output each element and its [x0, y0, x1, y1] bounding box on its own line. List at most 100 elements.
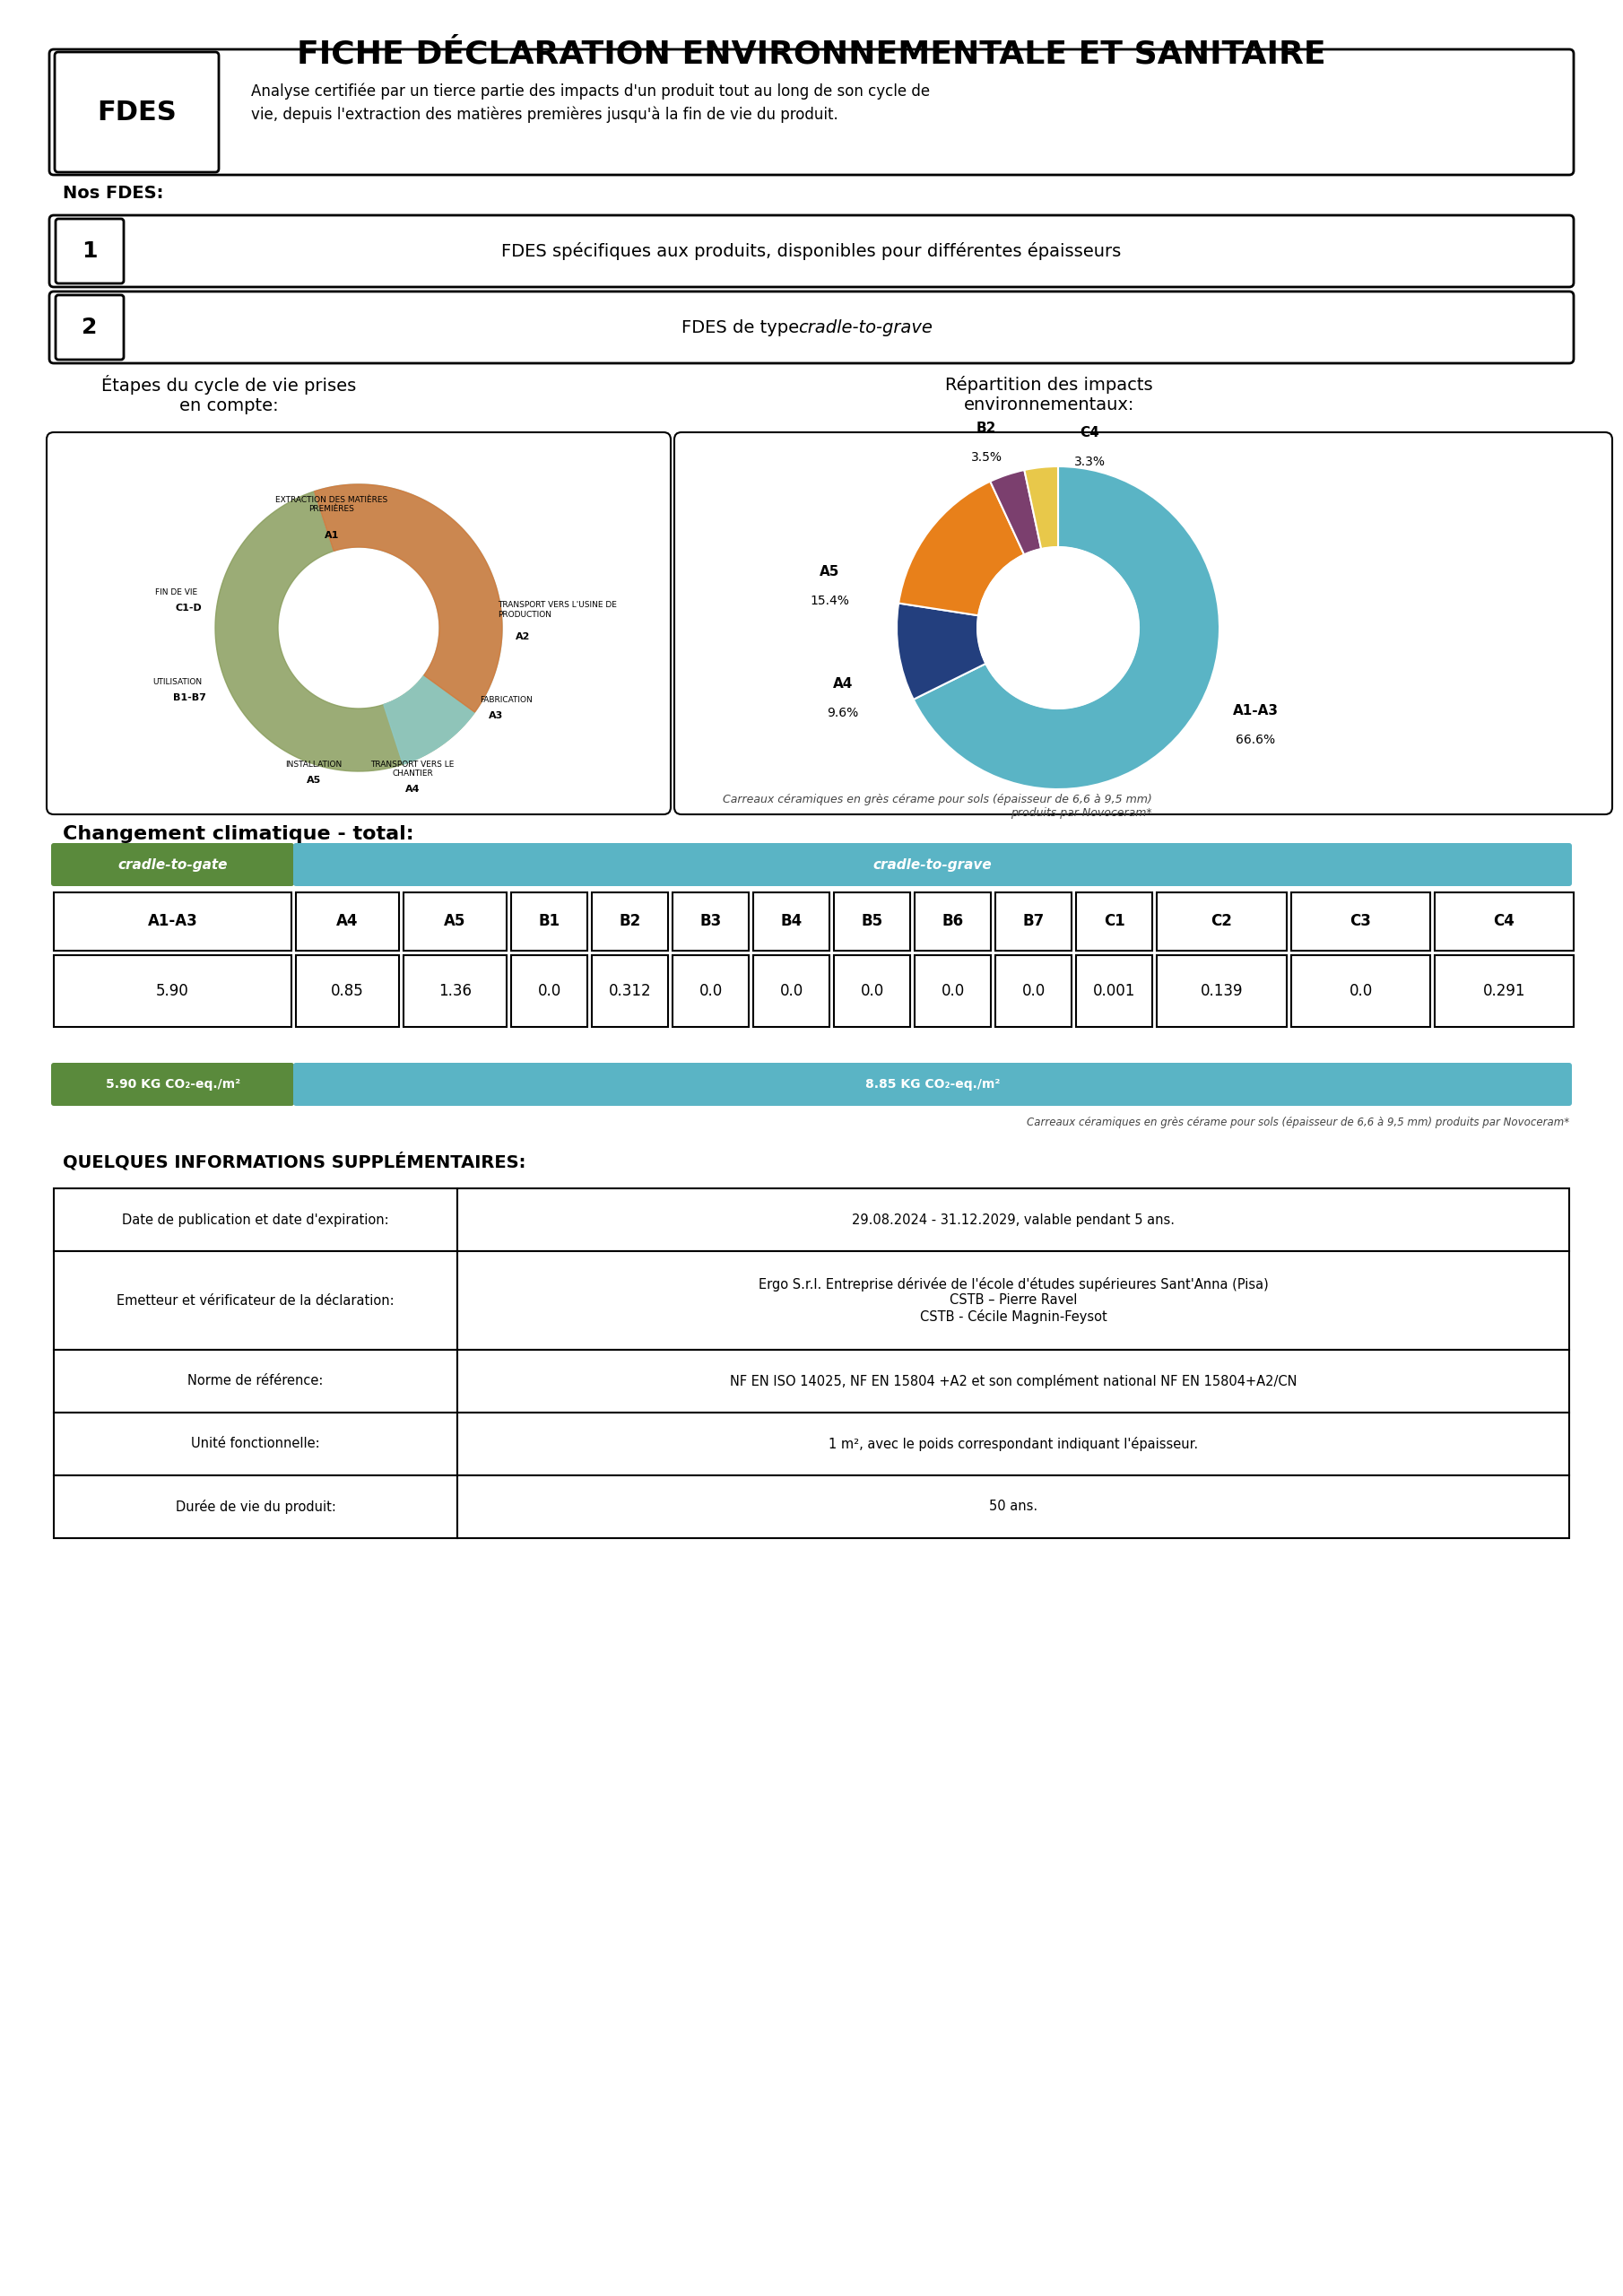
Text: A4: A4	[336, 914, 359, 930]
FancyBboxPatch shape	[54, 1189, 458, 1251]
FancyBboxPatch shape	[753, 955, 829, 1026]
Text: Date de publication et date d'expiration:: Date de publication et date d'expiration…	[122, 1212, 390, 1226]
Text: FICHE DÉCLARATION ENVIRONNEMENTALE ET SANITAIRE: FICHE DÉCLARATION ENVIRONNEMENTALE ET SA…	[297, 39, 1326, 69]
FancyBboxPatch shape	[458, 1350, 1569, 1412]
FancyBboxPatch shape	[295, 893, 399, 951]
FancyBboxPatch shape	[458, 1412, 1569, 1476]
Text: Norme de référence:: Norme de référence:	[188, 1375, 323, 1387]
FancyBboxPatch shape	[1076, 955, 1152, 1026]
Text: QUELQUES INFORMATIONS SUPPLÉMENTAIRES:: QUELQUES INFORMATIONS SUPPLÉMENTAIRES:	[63, 1153, 526, 1171]
Text: 50 ans.: 50 ans.	[988, 1499, 1037, 1513]
FancyBboxPatch shape	[295, 955, 399, 1026]
Text: 5.90 KG CO₂-eq./m²: 5.90 KG CO₂-eq./m²	[105, 1079, 240, 1091]
Text: B4: B4	[781, 914, 802, 930]
Text: UTILISATION: UTILISATION	[153, 677, 201, 687]
Text: B1-B7: B1-B7	[174, 693, 206, 703]
Text: cradle-to-gate: cradle-to-gate	[118, 859, 227, 870]
Text: 3.5%: 3.5%	[971, 450, 1001, 464]
FancyBboxPatch shape	[458, 1476, 1569, 1538]
Text: 0.0: 0.0	[1021, 983, 1045, 999]
FancyBboxPatch shape	[1292, 955, 1430, 1026]
Text: 0.001: 0.001	[1092, 983, 1136, 999]
Text: 0.0: 0.0	[700, 983, 722, 999]
Text: 0.0: 0.0	[1349, 983, 1373, 999]
Text: Répartition des impacts
environnementaux:: Répartition des impacts environnementaux…	[945, 377, 1152, 413]
Text: 66.6%: 66.6%	[1235, 735, 1276, 746]
Text: 2: 2	[81, 317, 97, 338]
Text: 0.312: 0.312	[609, 983, 651, 999]
Text: TRANSPORT VERS L'USINE DE
PRODUCTION: TRANSPORT VERS L'USINE DE PRODUCTION	[498, 602, 617, 618]
Text: FABRICATION: FABRICATION	[480, 696, 532, 703]
FancyBboxPatch shape	[55, 296, 123, 360]
FancyBboxPatch shape	[55, 53, 219, 172]
FancyBboxPatch shape	[54, 1251, 458, 1350]
FancyBboxPatch shape	[54, 1412, 458, 1476]
FancyBboxPatch shape	[592, 893, 669, 951]
FancyBboxPatch shape	[834, 893, 911, 951]
FancyBboxPatch shape	[47, 432, 670, 815]
Text: B3: B3	[700, 914, 722, 930]
Text: 0.139: 0.139	[1201, 983, 1243, 999]
FancyBboxPatch shape	[54, 1476, 458, 1538]
FancyBboxPatch shape	[458, 1251, 1569, 1350]
Text: C3: C3	[1350, 914, 1371, 930]
FancyBboxPatch shape	[1292, 893, 1430, 951]
Text: 8.85 KG CO₂-eq./m²: 8.85 KG CO₂-eq./m²	[865, 1079, 1000, 1091]
FancyBboxPatch shape	[834, 955, 911, 1026]
Text: Emetteur et vérificateur de la déclaration:: Emetteur et vérificateur de la déclarati…	[117, 1293, 394, 1306]
Text: 0.0: 0.0	[941, 983, 964, 999]
Text: A1-A3: A1-A3	[1232, 705, 1279, 716]
FancyBboxPatch shape	[672, 955, 748, 1026]
Text: 0.0: 0.0	[860, 983, 885, 999]
FancyBboxPatch shape	[1157, 893, 1287, 951]
Text: A4: A4	[406, 785, 420, 794]
Text: FDES spécifiques aux produits, disponibles pour différentes épaisseurs: FDES spécifiques aux produits, disponibl…	[502, 241, 1121, 259]
Wedge shape	[899, 482, 1024, 615]
FancyBboxPatch shape	[915, 955, 990, 1026]
Wedge shape	[1024, 466, 1058, 549]
Text: C4: C4	[1079, 427, 1099, 439]
Text: INSTALLATION: INSTALLATION	[286, 760, 342, 769]
Text: A5: A5	[307, 776, 321, 785]
Text: A1-A3: A1-A3	[148, 914, 198, 930]
Text: A5: A5	[445, 914, 466, 930]
FancyBboxPatch shape	[50, 843, 294, 886]
FancyBboxPatch shape	[404, 955, 506, 1026]
Text: Changement climatique - total:: Changement climatique - total:	[63, 824, 414, 843]
Text: 5.90: 5.90	[156, 983, 190, 999]
Text: Ergo S.r.l. Entreprise dérivée de l'école d'études supérieures Sant'Anna (Pisa)
: Ergo S.r.l. Entreprise dérivée de l'écol…	[758, 1277, 1268, 1325]
Text: 0.0: 0.0	[779, 983, 803, 999]
FancyBboxPatch shape	[753, 893, 829, 951]
Text: 1: 1	[81, 241, 97, 262]
Text: cradle-to-grave: cradle-to-grave	[799, 319, 933, 335]
Text: C2: C2	[1211, 914, 1232, 930]
Text: 3.3%: 3.3%	[1074, 455, 1105, 468]
FancyBboxPatch shape	[995, 893, 1071, 951]
Text: Unité fonctionnelle:: Unité fonctionnelle:	[192, 1437, 320, 1451]
Text: 9.6%: 9.6%	[828, 707, 859, 719]
Text: 1 m², avec le poids correspondant indiquant l'épaisseur.: 1 m², avec le poids correspondant indiqu…	[828, 1437, 1198, 1451]
Text: B7: B7	[1022, 914, 1044, 930]
FancyBboxPatch shape	[50, 1063, 294, 1107]
FancyBboxPatch shape	[511, 893, 588, 951]
Text: FDES de type: FDES de type	[682, 319, 805, 335]
FancyBboxPatch shape	[49, 216, 1574, 287]
FancyBboxPatch shape	[1435, 893, 1574, 951]
FancyBboxPatch shape	[294, 843, 1573, 886]
Text: B1: B1	[539, 914, 560, 930]
Text: A5: A5	[820, 565, 839, 579]
Text: A3: A3	[489, 712, 503, 721]
FancyBboxPatch shape	[54, 955, 292, 1026]
FancyBboxPatch shape	[404, 893, 506, 951]
Text: TRANSPORT VERS LE
CHANTIER: TRANSPORT VERS LE CHANTIER	[370, 760, 454, 778]
Text: 0.85: 0.85	[331, 983, 364, 999]
Text: 1.36: 1.36	[438, 983, 472, 999]
Text: B6: B6	[941, 914, 964, 930]
Wedge shape	[990, 471, 1042, 556]
Text: 0.0: 0.0	[537, 983, 562, 999]
Text: Étapes du cycle de vie prises
en compte:: Étapes du cycle de vie prises en compte:	[101, 374, 355, 413]
Text: Nos FDES:: Nos FDES:	[63, 184, 164, 202]
Text: C4: C4	[1493, 914, 1514, 930]
Wedge shape	[914, 466, 1219, 790]
Text: A4: A4	[833, 677, 854, 691]
